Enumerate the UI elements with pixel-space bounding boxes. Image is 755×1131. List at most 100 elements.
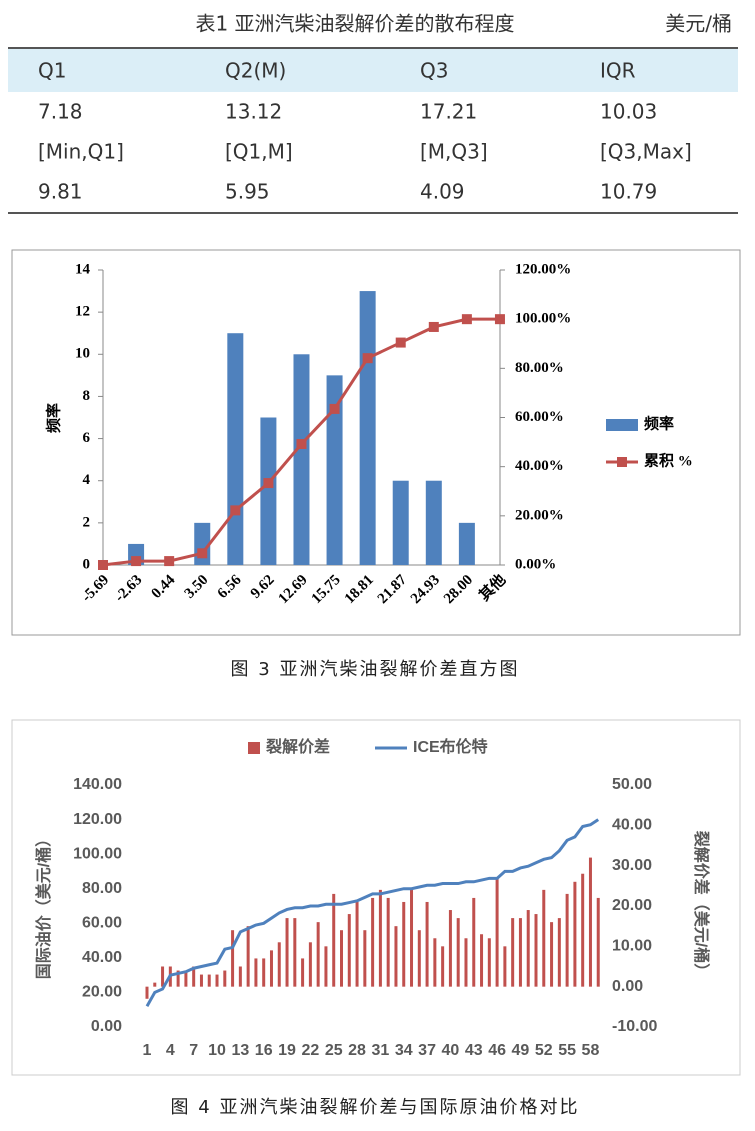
y-tick-label: 100.00 [73, 845, 122, 862]
bar [161, 966, 165, 987]
bar [378, 889, 382, 987]
legend-marker [617, 457, 627, 467]
bar [238, 966, 242, 987]
x-tick-label: 19 [278, 1042, 296, 1059]
y-tick-label: 80.00 [82, 880, 122, 897]
bar [340, 930, 343, 987]
line-marker [461, 314, 472, 325]
bar [550, 922, 554, 987]
bar [392, 480, 409, 565]
bar [316, 922, 320, 987]
line-marker [428, 321, 439, 332]
x-tick-label: 31 [372, 1042, 390, 1059]
bar [565, 893, 569, 987]
line-marker [230, 505, 241, 516]
x-tick-label: 其他 [475, 571, 509, 605]
y2-tick-label: 20.00 [612, 897, 652, 914]
y-tick-label: 14 [75, 261, 91, 277]
bar [145, 986, 149, 999]
line-marker [197, 548, 208, 559]
table-cell: 13.12 [225, 100, 282, 124]
line-marker [263, 478, 274, 489]
y-tick-label: 140.00 [73, 776, 122, 793]
bar [511, 918, 515, 987]
y-tick-label: 8 [83, 388, 91, 404]
y-tick-label: 0.00 [91, 1018, 122, 1035]
bar [285, 918, 289, 987]
table-cell: [M,Q3] [420, 140, 488, 164]
bar [526, 910, 530, 987]
x-tick-label: -5.69 [79, 572, 112, 605]
bar [293, 918, 297, 987]
x-tick-label: 24.93 [408, 572, 443, 607]
table-cell: 10.79 [600, 180, 657, 204]
table-unit: 美元/桶 [665, 12, 732, 36]
bar [534, 914, 538, 987]
table-title: 表1 亚洲汽柴油裂解价差的散布程度 [195, 12, 514, 36]
bar [227, 333, 244, 565]
bar [472, 897, 476, 987]
x-tick-label: 6.56 [215, 572, 245, 602]
legend-label: 累积 % [644, 451, 693, 469]
bar [433, 938, 437, 987]
legend-label: 裂解价差 [265, 737, 330, 756]
bar [402, 901, 406, 987]
bar [495, 877, 499, 987]
bar [394, 926, 398, 987]
x-tick-label: 22 [301, 1042, 319, 1059]
x-tick-label: 7 [189, 1042, 198, 1059]
bar [596, 897, 600, 987]
bar [458, 522, 475, 565]
bar [215, 974, 219, 987]
line-marker [164, 556, 175, 567]
table-header-cell: Q3 [420, 59, 448, 83]
bar [410, 889, 414, 987]
y-axis-title: 频率 [44, 403, 62, 433]
bar [153, 982, 157, 987]
y2-axis-title: 裂解价差（美元/桶） [692, 830, 711, 979]
x-tick-label: 34 [395, 1042, 413, 1059]
y-tick-label: 10 [75, 346, 90, 362]
x-tick-label: 4 [166, 1042, 175, 1059]
x-tick-label: 3.50 [182, 572, 212, 602]
legend-swatch [606, 419, 638, 431]
x-tick-label: 58 [582, 1042, 600, 1059]
bar [324, 946, 328, 987]
y-tick-label: 6 [83, 430, 91, 446]
bar [332, 893, 336, 987]
figure-caption: 图 4 亚洲汽柴油裂解价差与国际原油价格对比 [171, 1097, 580, 1118]
bar [456, 918, 460, 987]
bar [347, 914, 351, 987]
bar [359, 291, 376, 565]
line-marker [494, 314, 505, 325]
y-tick-label: 60.00 [82, 915, 122, 932]
table-cell: 5.95 [225, 180, 270, 204]
bar [277, 942, 281, 987]
bar [262, 958, 266, 987]
table-cell: 7.18 [38, 100, 83, 124]
x-tick-label: -2.63 [112, 572, 145, 605]
bar [518, 918, 522, 987]
x-tick-label: 9.62 [248, 572, 278, 602]
line-marker [362, 353, 373, 364]
y-tick-label: 2 [83, 514, 91, 530]
x-tick-label: 13 [231, 1042, 249, 1059]
bar [588, 857, 592, 987]
bar [371, 897, 375, 987]
y2-tick-label: 60.00% [515, 409, 564, 425]
x-tick-label: 0.44 [149, 572, 179, 602]
bar [301, 958, 305, 987]
bar [464, 938, 468, 987]
x-tick-label: 52 [535, 1042, 553, 1059]
figure-caption: 图 3 亚洲汽柴油裂解价差直方图 [231, 659, 520, 680]
table-header-cell: IQR [600, 59, 636, 83]
y-axis-title: 国际油价（美元/桶） [34, 831, 53, 979]
table-cell: [Min,Q1] [38, 140, 124, 164]
line-marker [329, 403, 340, 414]
table-header-cell: Q1 [38, 59, 66, 83]
bar [573, 881, 577, 987]
bar [246, 926, 250, 987]
bar [308, 942, 312, 987]
line-marker [131, 556, 142, 567]
